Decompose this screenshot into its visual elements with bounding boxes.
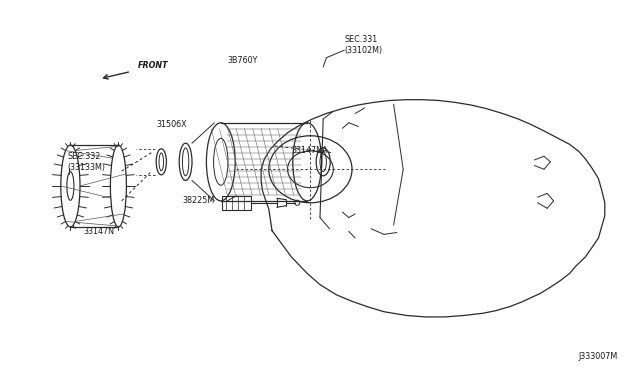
Text: SEC.331
(33102M): SEC.331 (33102M) — [344, 35, 383, 55]
Text: 3B760Y: 3B760Y — [227, 56, 257, 65]
Text: J333007M: J333007M — [579, 352, 618, 361]
Text: 33147NA: 33147NA — [291, 146, 328, 155]
Text: 33147N: 33147N — [84, 227, 115, 236]
Text: SEC.332
(33133M): SEC.332 (33133M) — [67, 152, 105, 172]
Text: 31506X: 31506X — [157, 120, 188, 129]
Text: FRONT: FRONT — [138, 61, 168, 70]
Text: 38225M: 38225M — [182, 196, 214, 205]
